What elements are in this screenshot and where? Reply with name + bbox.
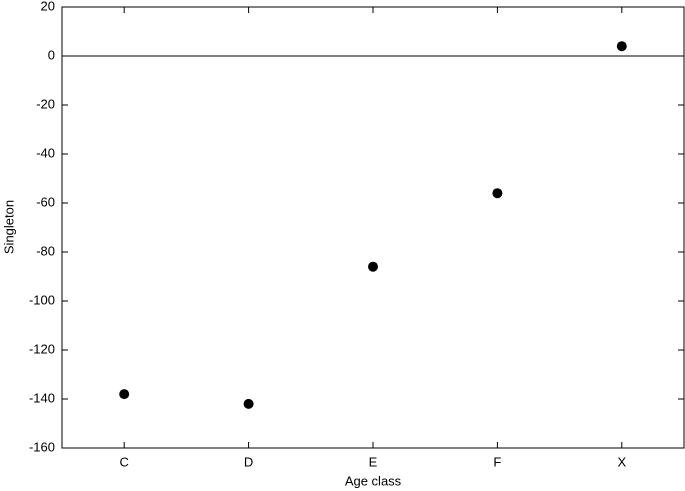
- point: [119, 389, 130, 400]
- y-tick-label: -20: [36, 96, 55, 111]
- y-tick-label: -100: [29, 292, 55, 307]
- y-tick-label: -40: [36, 145, 55, 160]
- y-tick-label: -80: [36, 243, 55, 258]
- y-tick-label: 0: [48, 47, 55, 62]
- plot-frame: [61, 6, 685, 449]
- point: [368, 261, 378, 272]
- point: [243, 398, 254, 409]
- y-axis-label: Singleton: [1, 200, 16, 254]
- y-tick-label: -60: [36, 194, 55, 209]
- point: [616, 41, 627, 52]
- x-axis-label: Age class: [345, 473, 402, 488]
- y-tick-label: 20: [41, 0, 55, 13]
- y-tick-label: -160: [29, 439, 55, 454]
- x-tick-label: F: [493, 454, 501, 469]
- x-tick-label: C: [120, 454, 129, 469]
- x-tick-label: D: [244, 454, 253, 469]
- y-tick-label: -120: [29, 341, 55, 356]
- point: [492, 188, 503, 199]
- x-tick-label: X: [617, 454, 626, 469]
- y-tick-label: -140: [29, 390, 55, 405]
- x-tick-label: E: [369, 454, 378, 469]
